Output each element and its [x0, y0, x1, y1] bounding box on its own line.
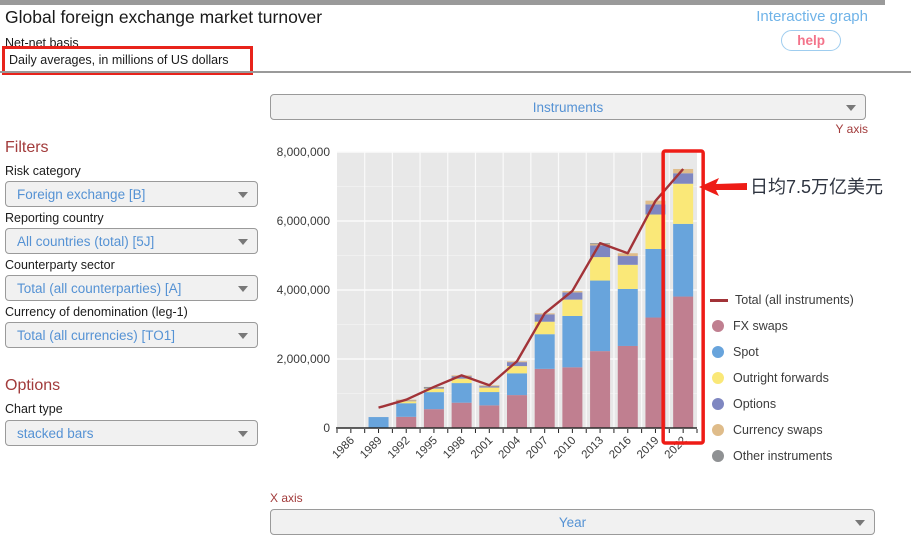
legend-label: Other instruments	[733, 449, 833, 463]
options-swatch	[712, 398, 724, 410]
svg-text:2004: 2004	[497, 434, 524, 461]
counterparty-sector-value: Total (all counterparties) [A]	[17, 280, 182, 296]
header-divider	[0, 71, 911, 73]
legend-item-options: Options	[712, 391, 854, 417]
legend-label: Currency swaps	[733, 423, 823, 437]
legend-label: Options	[733, 397, 777, 411]
legend-item-spot: Spot	[712, 339, 854, 365]
filters-heading: Filters	[5, 139, 49, 156]
legend-item-fx-swaps: FX swaps	[712, 313, 854, 339]
other-instruments-swatch	[712, 450, 724, 462]
annotation-label: 日均7.5万亿美元	[750, 177, 884, 197]
svg-text:1998: 1998	[441, 435, 468, 462]
stacked-bars	[368, 168, 694, 428]
svg-text:2019: 2019	[635, 435, 662, 462]
svg-text:2,000,000: 2,000,000	[277, 352, 331, 366]
currency-denomination-label: Currency of denomination (leg-1)	[5, 305, 188, 319]
chevron-down-icon	[238, 192, 248, 198]
svg-text:2013: 2013	[580, 435, 607, 462]
top-gray-bar	[0, 0, 885, 5]
svg-text:2016: 2016	[607, 435, 634, 462]
reporting-country-select[interactable]: All countries (total) [5J]	[5, 228, 258, 254]
chevron-down-icon	[238, 286, 248, 292]
svg-text:6,000,000: 6,000,000	[277, 214, 331, 228]
svg-text:2010: 2010	[552, 435, 579, 462]
chart-type-select[interactable]: stacked bars	[5, 420, 258, 446]
subtitle-highlight-box	[2, 46, 253, 75]
chart-highlight-box	[661, 149, 705, 445]
subtitle-units: Daily averages, in millions of US dollar…	[9, 53, 229, 67]
x-axis-select[interactable]: Year	[270, 509, 875, 535]
x-axis-select-value: Year	[558, 514, 587, 530]
svg-text:1992: 1992	[386, 435, 413, 462]
svg-text:2001: 2001	[469, 435, 496, 462]
svg-text:2007: 2007	[524, 435, 551, 462]
svg-text:0: 0	[323, 421, 330, 435]
interactive-graph-link[interactable]: Interactive graph	[756, 8, 868, 25]
chevron-down-icon	[846, 105, 856, 111]
fx-swaps-swatch	[712, 320, 724, 332]
reporting-country-label: Reporting country	[5, 211, 104, 225]
chart-type-label: Chart type	[5, 402, 63, 416]
counterparty-sector-select[interactable]: Total (all counterparties) [A]	[5, 275, 258, 301]
options-heading: Options	[5, 377, 61, 394]
legend-item-outright-forwards: Outright forwards	[712, 365, 854, 391]
legend-label: FX swaps	[733, 319, 788, 333]
annotation-arrow-icon	[699, 178, 747, 196]
outright-forwards-swatch	[712, 372, 724, 384]
legend-label: Spot	[733, 345, 759, 359]
currency-denomination-select[interactable]: Total (all currencies) [TO1]	[5, 322, 258, 348]
total-line	[378, 168, 685, 409]
chevron-down-icon	[238, 239, 248, 245]
legend-item-total: Total (all instruments)	[710, 287, 854, 313]
svg-text:1989: 1989	[358, 435, 385, 462]
chevron-down-icon	[855, 520, 865, 526]
svg-text:8,000,000: 8,000,000	[277, 145, 331, 159]
risk-category-value: Foreign exchange [B]	[17, 186, 146, 202]
page-title: Global foreign exchange market turnover	[5, 7, 323, 27]
currency-denomination-value: Total (all currencies) [TO1]	[17, 327, 176, 343]
counterparty-sector-label: Counterparty sector	[5, 258, 115, 272]
legend-item-other-instruments: Other instruments	[712, 443, 854, 469]
help-button[interactable]: help	[781, 30, 841, 51]
y-axis-tag: Y axis	[835, 122, 868, 136]
chevron-down-icon	[238, 333, 248, 339]
svg-text:4,000,000: 4,000,000	[277, 283, 331, 297]
y-axis-select[interactable]: Instruments	[270, 94, 866, 120]
reporting-country-value: All countries (total) [5J]	[17, 233, 155, 249]
chart-type-value: stacked bars	[17, 425, 94, 441]
currency-swaps-swatch	[712, 424, 724, 436]
legend-item-currency-swaps: Currency swaps	[712, 417, 854, 443]
total-line-swatch	[710, 298, 728, 302]
spot-swatch	[712, 346, 724, 358]
legend-label: Outright forwards	[733, 371, 829, 385]
y-axis-select-value: Instruments	[532, 99, 604, 115]
x-axis-tag: X axis	[270, 491, 303, 505]
risk-category-select[interactable]: Foreign exchange [B]	[5, 181, 258, 207]
svg-text:2022: 2022	[663, 435, 690, 462]
chevron-down-icon	[238, 431, 248, 437]
chart-legend: Total (all instruments) FX swaps Spot Ou…	[710, 287, 854, 469]
legend-label: Total (all instruments)	[735, 293, 854, 307]
svg-text:1995: 1995	[413, 435, 440, 462]
svg-text:1986: 1986	[330, 435, 357, 462]
risk-category-label: Risk category	[5, 164, 81, 178]
